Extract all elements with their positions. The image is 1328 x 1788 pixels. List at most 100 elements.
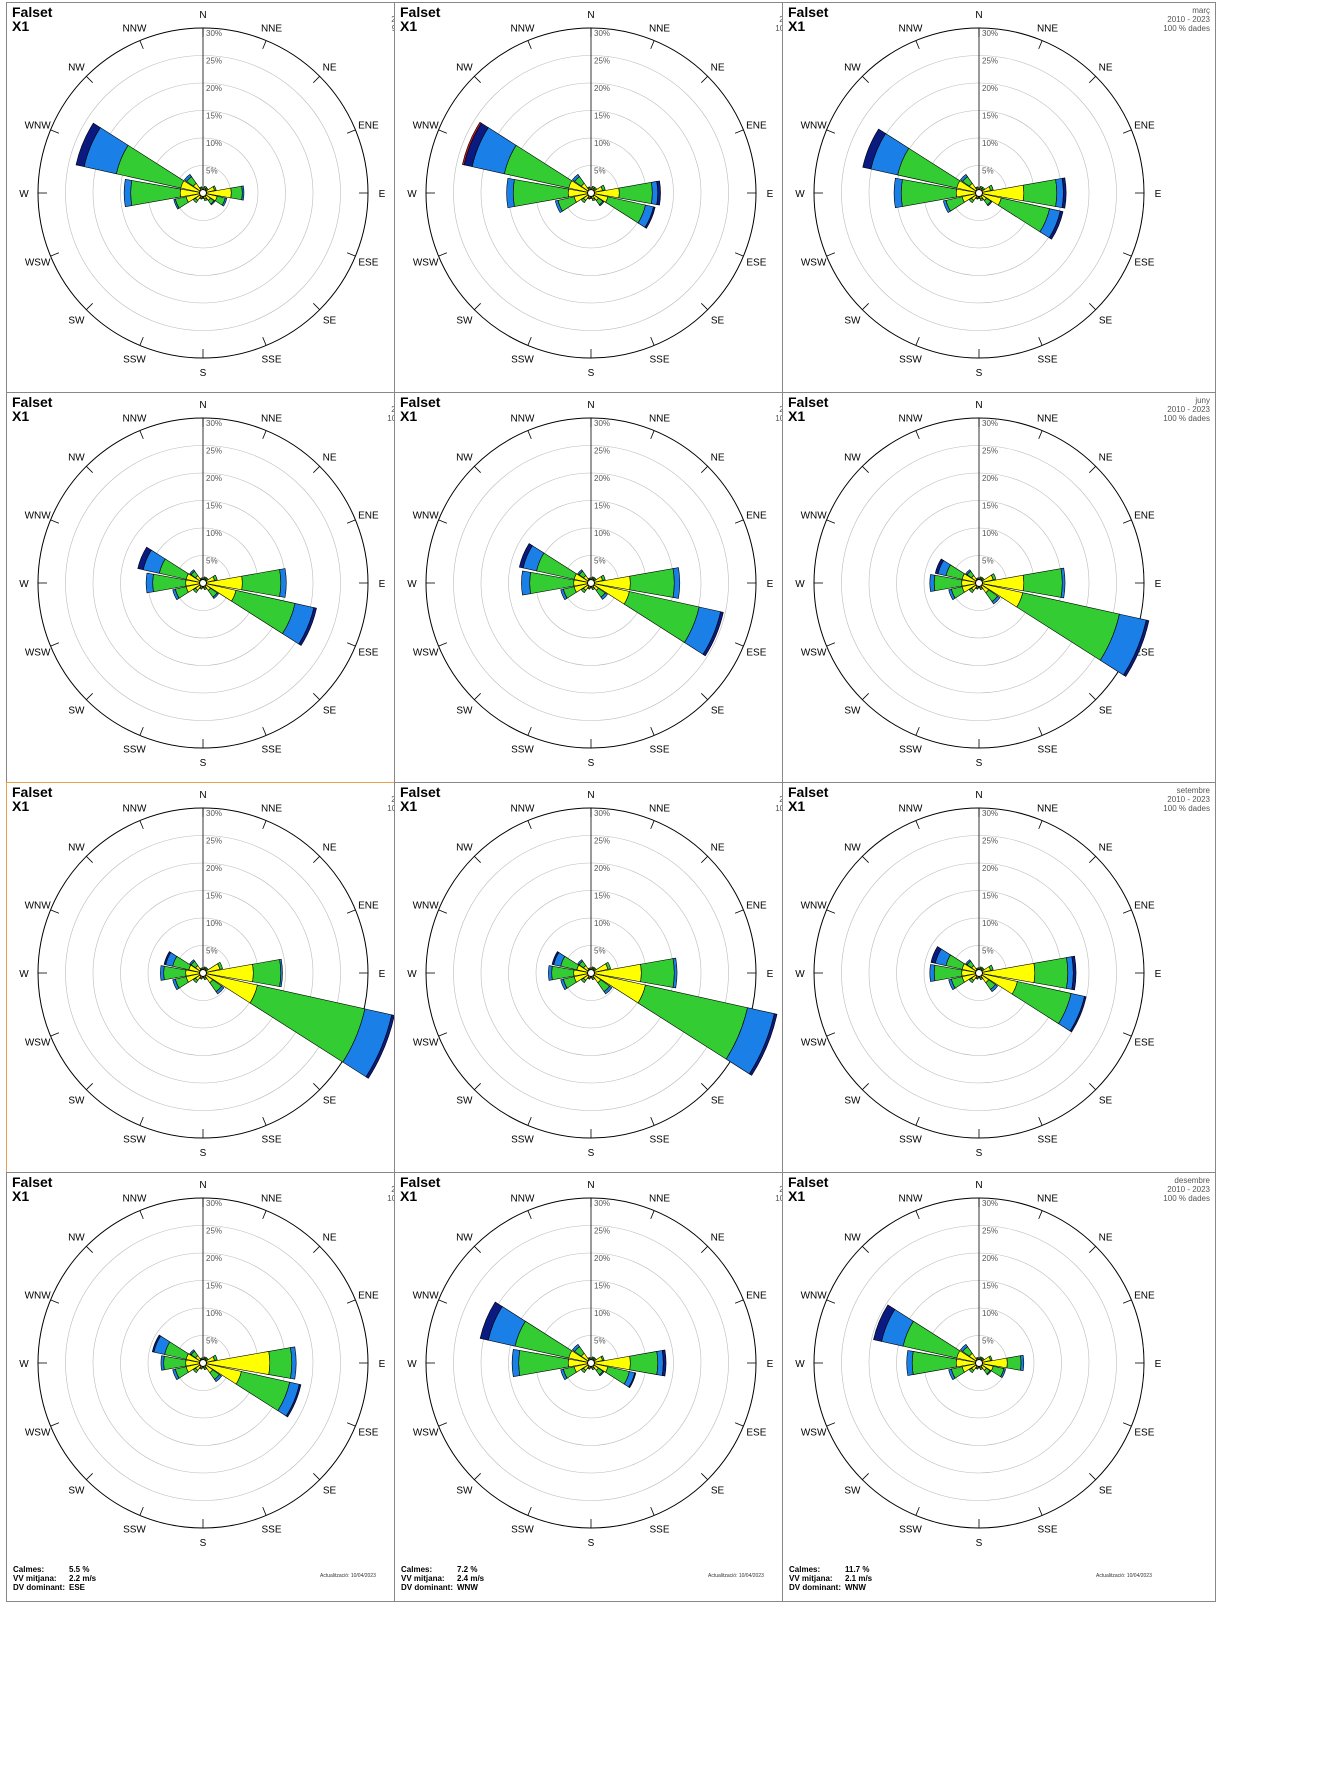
station-name: Falset <box>788 784 829 800</box>
sector-WSW-class-3 <box>172 1368 180 1381</box>
tick-ENE <box>346 909 356 914</box>
direction-label-NE: NE <box>1099 452 1113 463</box>
direction-label-E: E <box>379 1359 386 1370</box>
direction-label-NNW: NNW <box>899 414 923 425</box>
ring-label: 15% <box>206 892 222 901</box>
sector-SSE-class-2 <box>979 976 984 981</box>
direction-label-NNW: NNW <box>899 804 923 815</box>
direction-label-SW: SW <box>68 316 85 327</box>
station-name: Falset <box>400 394 441 410</box>
sector-W-class-3 <box>548 965 553 981</box>
speed-label: VV mitjana: <box>789 1574 833 1583</box>
windrose-panel-2: 5% 10% 15% 20% 25% 30% N NNE NE ENE E ESE SE SSE S SSW S… <box>394 2 828 432</box>
sector-E-class-3 <box>672 567 681 599</box>
sector-NW-class-3 <box>959 1343 968 1352</box>
tick-NNW <box>527 820 532 830</box>
ring-label: 10% <box>982 1309 998 1318</box>
sector-W-class-3 <box>511 1348 521 1378</box>
ring-label: 20% <box>982 864 998 873</box>
sector-NW-class-3 <box>189 569 196 576</box>
direction-label-E: E <box>767 969 774 980</box>
ring-label: 10% <box>594 1309 610 1318</box>
station-name: Falset <box>12 1174 53 1190</box>
sector-E-class-3 <box>651 181 659 205</box>
tick-SSW <box>527 1506 532 1516</box>
sector-ESE-class-2 <box>623 591 700 643</box>
direction-label-ESE: ESE <box>746 1428 766 1439</box>
tick-WNW <box>438 129 448 134</box>
direction-label-W: W <box>19 1359 29 1370</box>
sector-SSE-class-2 <box>204 197 208 202</box>
direction-label-NNE: NNE <box>649 1194 670 1205</box>
direction-label-NE: NE <box>323 452 337 463</box>
direction-label-N: N <box>975 10 982 21</box>
tick-NW <box>862 856 869 863</box>
direction-label-S: S <box>200 1148 207 1159</box>
tick-NE <box>701 76 708 83</box>
ring-label: 25% <box>206 447 222 456</box>
sector-E-class-2 <box>1022 179 1058 207</box>
direction-label-NNE: NNE <box>1037 414 1058 425</box>
tick-SSE <box>262 1506 267 1516</box>
direction-label-W: W <box>407 189 417 200</box>
sector-WNW-class-4 <box>862 128 886 170</box>
tick-NNW <box>915 1210 920 1220</box>
tick-NW <box>86 856 93 863</box>
direction-label-WNW: WNW <box>413 900 440 911</box>
ring-label: 15% <box>206 112 222 121</box>
tick-ESE <box>346 642 356 647</box>
tick-NNE <box>1038 820 1043 830</box>
sector-E-class-2 <box>640 958 675 988</box>
sector-ESE-class-2 <box>249 984 366 1063</box>
direction-label-ENE: ENE <box>1134 120 1155 131</box>
windrose-chart: 5% 10% 15% 20% 25% 30%N NNE NE ENE E ESE SE SSE S SSW S… <box>19 400 385 769</box>
direction-label-ENE: ENE <box>358 1290 379 1301</box>
sector-SW-class-2 <box>580 197 587 204</box>
direction-label-E: E <box>379 969 386 980</box>
direction-label-ENE: ENE <box>746 120 767 131</box>
station-name: Falset <box>12 4 53 20</box>
sector-WSW-class-3 <box>554 199 563 214</box>
direction-label-SSE: SSE <box>261 1524 281 1535</box>
tick-SE <box>701 1083 708 1090</box>
sector-NW-class-3 <box>965 569 972 576</box>
windrose-panel-6: 5% 10% 15% 20% 25% 30% N NNE NE ENE E ESE SE SSE S SSW S… <box>782 392 1216 822</box>
sector-E-class-2 <box>629 1351 659 1375</box>
sector-SE-class-3 <box>210 200 216 206</box>
direction-label-WNW: WNW <box>801 120 828 131</box>
tick-NNE <box>650 40 655 50</box>
tick-SSW <box>915 726 920 736</box>
tick-NE <box>313 856 320 863</box>
direction-label-WSW: WSW <box>25 1428 51 1439</box>
tick-WNW <box>826 909 836 914</box>
ring-label: 30% <box>594 29 610 38</box>
direction-label-W: W <box>407 579 417 590</box>
tick-NW <box>86 466 93 473</box>
sector-SSE-class-2 <box>203 586 208 591</box>
direction-label-SE: SE <box>711 316 725 327</box>
direction-label-WNW: WNW <box>25 510 52 521</box>
tick-WSW <box>50 1032 60 1037</box>
direction-label-WNW: WNW <box>25 900 52 911</box>
sector-E-class-3 <box>1055 177 1064 209</box>
tick-ENE <box>734 519 744 524</box>
direction-label-NW: NW <box>456 1232 473 1243</box>
direction-label-N: N <box>587 10 594 21</box>
tick-NE <box>1089 1246 1096 1253</box>
tick-NNW <box>915 820 920 830</box>
sector-ESE-class-2 <box>637 984 748 1060</box>
windrose-panel-11: 5% 10% 15% 20% 25% 30% N NNE NE ENE E ESE SE SSE S SSW S… <box>394 1172 828 1602</box>
tick-NNW <box>139 430 144 440</box>
ring-label: 25% <box>594 57 610 66</box>
coverage-label: 100 % dades <box>1163 414 1210 423</box>
sector-SSE-class-2 <box>979 586 984 591</box>
ring-label: 5% <box>206 947 218 956</box>
station-name: Falset <box>400 784 441 800</box>
sector-SE-class-3 <box>215 985 225 995</box>
speed-row: VV mitjana: 2.4 m/s <box>401 1574 484 1583</box>
ring-label: 30% <box>594 809 610 818</box>
direction-label-E: E <box>1155 1359 1162 1370</box>
center-hub <box>199 189 207 197</box>
month-label: setembre <box>1176 786 1210 795</box>
tick-SE <box>701 693 708 700</box>
